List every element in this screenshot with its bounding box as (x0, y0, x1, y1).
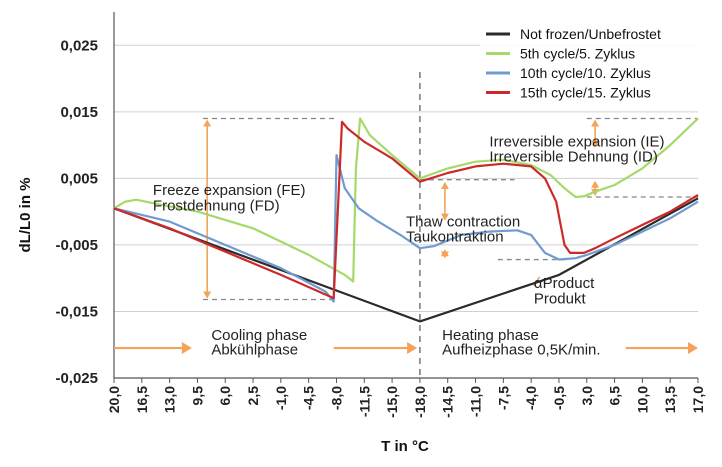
x-tick-label: 9,5 (189, 386, 205, 406)
x-axis-title: T in °C (381, 438, 429, 455)
annotation-text: Irreversible Dehnung (ID) (489, 149, 657, 166)
x-tick-label: 6,5 (607, 386, 623, 406)
series-line-1 (113, 117, 699, 283)
annotation-text: Produkt (534, 290, 587, 307)
x-tick-label: -8,0 (328, 386, 344, 410)
annotation-text: Irreversible expansion (IE) (489, 133, 664, 150)
x-tick-label: 17,0 (690, 386, 706, 413)
x-tick-label: 16,5 (134, 386, 150, 413)
x-tick-label: 20,0 (106, 386, 122, 413)
y-tick-label: 0,025 (60, 37, 98, 54)
legend-entry: 10th cycle/10. Zyklus (520, 65, 651, 81)
x-tick-label: 6,0 (217, 386, 233, 406)
x-tick-label: 13,0 (162, 386, 178, 413)
annotation-text: Cooling phase (211, 327, 307, 344)
y-tick-label: -0,005 (55, 237, 98, 254)
y-axis-title: dL/L0 in % (17, 178, 34, 253)
measurement-guides (114, 117, 698, 355)
arrow-irreversible-top-head-bottom (591, 140, 600, 148)
arrow-cooling-left-head (181, 342, 192, 355)
series-line-0 (113, 197, 699, 323)
series-line-3 (113, 120, 699, 300)
annotation-text: Aufheizphase 0,5K/min. (442, 342, 600, 359)
annotation-text: Abkühlphase (211, 342, 298, 359)
arrow-freeze-expansion-head-bottom (203, 291, 212, 299)
y-tick-label: 0,005 (60, 170, 98, 187)
y-tick-label: -0,025 (55, 370, 98, 387)
legend-box (480, 22, 698, 108)
y-tick-label: 0,015 (60, 104, 98, 121)
x-tick-label: 10,0 (634, 386, 650, 413)
arrow-irreversible-bottom-head-top (591, 180, 600, 188)
x-tick-label: -1,0 (273, 386, 289, 410)
legend: Not frozen/Unbefrostet 5th cycle/5. Zyklu… (480, 22, 698, 108)
y-tick-label: -0,015 (55, 303, 98, 320)
arrow-freeze-expansion-head-top (203, 119, 212, 127)
annotations: Freeze expansion (FE)Frostdehnung (FD) Th… (153, 133, 665, 358)
x-tick-label: -11,0 (468, 386, 484, 417)
x-tick-labels: 20,0 16,5 13,0 9,5 6,0 2,5 -1,0 -4,5 -8,0 -11,5 -1… (106, 378, 706, 418)
x-tick-label: 2,5 (245, 386, 261, 406)
arrow-thaw-contraction-top-head-bottom (440, 213, 449, 221)
annotation-text: Freeze expansion (FE) (153, 182, 306, 199)
arrow-thaw-contraction-bottom-head-bottom (440, 251, 449, 259)
x-tick-label: -0,5 (551, 386, 567, 410)
legend-entry: 5th cycle/5. Zyklus (520, 46, 635, 62)
x-tick-label: -4,0 (523, 386, 539, 410)
x-tick-label: -11,5 (356, 386, 372, 417)
arrow-irreversible-top-head-top (591, 119, 600, 127)
series-line-2 (113, 154, 699, 303)
x-tick-label: -15,0 (384, 386, 400, 418)
axes (113, 12, 698, 379)
arrow-cooling-right-head (407, 342, 418, 355)
legend-entry: 15th cycle/15. Zyklus (520, 85, 651, 101)
annotation-text: Taukontraktion (406, 229, 504, 246)
annotation-text: αProduct (534, 275, 595, 292)
y-tick-labels: 0,025 0,015 0,005 -0,005 -0,015 -0,025 (55, 37, 98, 387)
annotation-text: Frostdehnung (FD) (153, 197, 280, 214)
x-tick-label: 13,5 (662, 386, 678, 413)
arrow-thaw-contraction-top-head-top (440, 182, 449, 190)
legend-entry: Not frozen/Unbefrostet (520, 26, 661, 42)
x-tick-label: 3,0 (579, 386, 595, 406)
annotation-text: Heating phase (442, 327, 539, 344)
series-lines (113, 117, 699, 323)
x-tick-label: -4,5 (301, 386, 317, 410)
arrow-heating-head (688, 342, 698, 355)
x-tick-label: -14,5 (440, 386, 456, 418)
annotation-text: Thaw contraction (406, 213, 520, 230)
x-tick-label: -7,5 (495, 386, 511, 410)
x-tick-label: -18,0 (412, 386, 428, 418)
